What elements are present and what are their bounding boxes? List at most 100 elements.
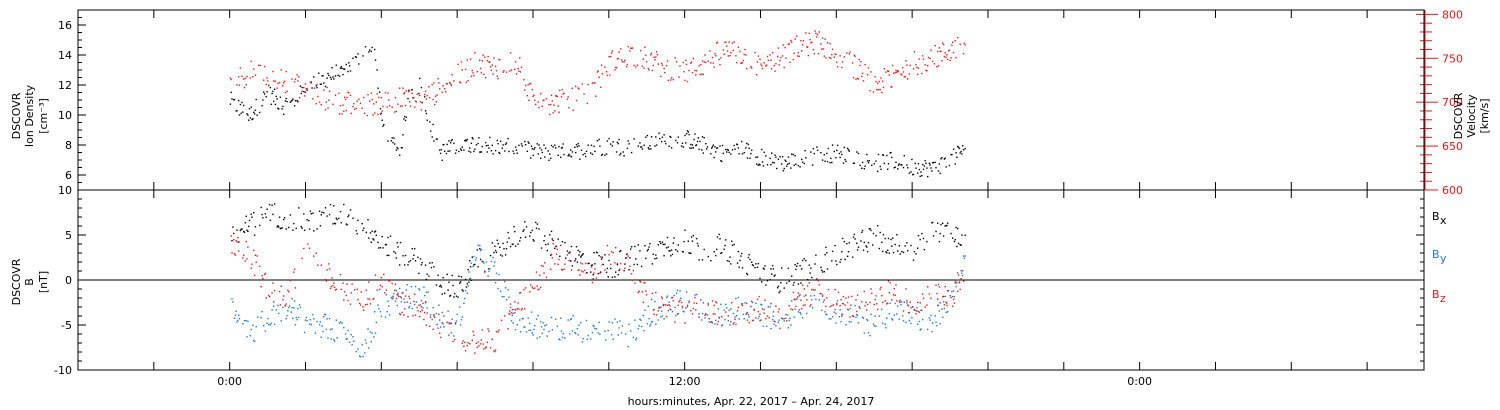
b-by-point xyxy=(777,321,780,323)
b-bx-point xyxy=(404,254,407,257)
b-bx-point xyxy=(684,229,686,231)
b-bx-point xyxy=(815,254,817,256)
b-bx-point xyxy=(668,250,670,252)
density-point xyxy=(790,167,792,169)
b-bx-point xyxy=(507,231,509,234)
legend-by: B xyxy=(1432,248,1440,261)
b-bz-point xyxy=(653,313,655,315)
b-bx-point xyxy=(729,256,731,258)
velocity-point xyxy=(249,77,252,79)
density-point xyxy=(617,142,619,145)
density-point xyxy=(863,168,865,170)
density-point xyxy=(558,145,560,148)
b-bx-point xyxy=(501,255,503,257)
b-bx-point xyxy=(248,219,251,222)
b-bz-point xyxy=(732,323,734,325)
b-by-point xyxy=(389,314,391,316)
b-bx-point xyxy=(409,259,412,262)
b-by-point xyxy=(610,334,613,336)
density-point xyxy=(453,142,455,145)
b-bz-point xyxy=(461,342,463,344)
velocity-point xyxy=(663,67,665,70)
b-bz-point xyxy=(693,302,695,304)
density-point xyxy=(429,130,432,132)
velocity-point xyxy=(917,67,920,69)
density-point xyxy=(685,133,688,135)
b-bx-point xyxy=(488,268,490,270)
density-point xyxy=(473,150,475,153)
velocity-point xyxy=(812,49,815,51)
b-by-point xyxy=(828,318,830,320)
b-bz-point xyxy=(850,304,852,306)
b-bz-point xyxy=(851,315,854,317)
b-by-point xyxy=(855,316,857,318)
b-bx-point xyxy=(261,213,263,216)
velocity-point xyxy=(823,55,825,57)
density-point xyxy=(404,119,407,122)
b-bx-point xyxy=(371,230,373,232)
b-bz-point xyxy=(945,301,947,303)
b-bz-point xyxy=(535,271,538,273)
b-by-point xyxy=(578,324,580,326)
density-point xyxy=(494,149,497,152)
b-bz-point xyxy=(959,288,961,291)
density-point xyxy=(655,136,657,138)
b-bz-point xyxy=(386,279,388,281)
b-by-point xyxy=(675,314,677,317)
velocity-point xyxy=(731,42,734,44)
b-bx-point xyxy=(388,254,390,257)
b-bz-point xyxy=(802,304,805,307)
b-by-point xyxy=(778,319,780,321)
b-by-point xyxy=(267,317,269,320)
velocity-point xyxy=(291,78,293,80)
b-bx-point xyxy=(906,242,908,244)
b-bz-point xyxy=(665,315,668,318)
b-bz-point xyxy=(926,304,928,306)
b-bx-point xyxy=(763,268,765,270)
b-bx-point xyxy=(273,203,276,205)
b-by-point xyxy=(516,324,518,326)
b-by-point xyxy=(581,341,584,343)
velocity-point xyxy=(373,103,375,105)
density-point xyxy=(702,152,704,154)
b-bx-point xyxy=(841,237,844,240)
velocity-point xyxy=(813,53,815,55)
bottom-left-tick-label: -5 xyxy=(61,319,72,332)
b-bx-point xyxy=(428,275,430,277)
b-by-point xyxy=(701,312,704,315)
b-by-point xyxy=(677,313,679,315)
velocity-point xyxy=(550,94,553,96)
density-point xyxy=(235,110,237,112)
velocity-point xyxy=(615,67,618,69)
b-bz-point xyxy=(419,311,422,313)
velocity-point xyxy=(776,55,779,58)
velocity-point xyxy=(474,52,476,54)
b-by-point xyxy=(442,323,444,325)
b-bx-point xyxy=(957,227,959,230)
b-bx-point xyxy=(890,238,892,241)
b-bz-point xyxy=(448,334,450,336)
b-bz-point xyxy=(626,253,629,255)
b-bz-point xyxy=(433,314,435,316)
b-by-point xyxy=(448,322,450,324)
b-bz-point xyxy=(913,309,916,311)
b-by-point xyxy=(683,311,685,313)
velocity-point xyxy=(794,38,796,40)
b-bz-point xyxy=(946,304,948,307)
b-bz-point xyxy=(958,281,961,283)
b-bz-point xyxy=(816,278,818,280)
velocity-point xyxy=(726,45,728,47)
b-by-point xyxy=(821,309,823,312)
density-point xyxy=(649,145,651,147)
b-by-point xyxy=(470,262,473,264)
b-bz-point xyxy=(861,301,863,303)
velocity-point xyxy=(479,59,481,62)
b-bx-point xyxy=(336,218,338,221)
b-bx-point xyxy=(607,276,609,278)
velocity-point xyxy=(714,53,716,55)
velocity-point xyxy=(660,62,663,65)
velocity-point xyxy=(283,80,286,82)
velocity-point xyxy=(439,88,441,90)
density-point xyxy=(401,147,403,149)
b-by-point xyxy=(815,298,817,300)
